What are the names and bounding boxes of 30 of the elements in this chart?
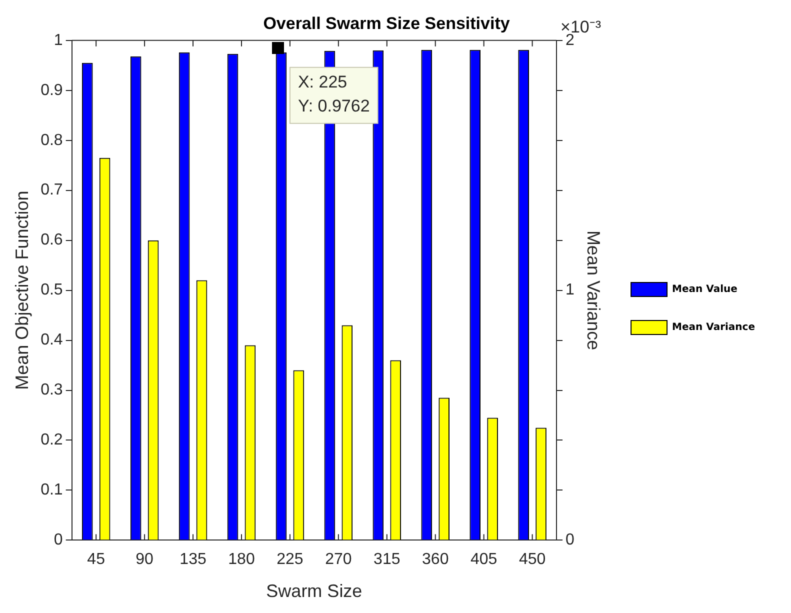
x-tick-label: 405 — [470, 551, 498, 568]
y-tick-label: 0.7 — [40, 182, 63, 199]
y-tick-label: 0.2 — [40, 432, 63, 449]
x-tick-label: 315 — [374, 551, 400, 568]
x-tick-label: 45 — [87, 551, 106, 568]
y-axis-title: Mean Objective Function — [12, 190, 32, 390]
y-tick-label: 1 — [54, 32, 63, 49]
x-tick-label: 135 — [180, 551, 206, 568]
y-tick-label: 0.9 — [40, 82, 63, 99]
x-axis-title: Swarm Size — [266, 581, 362, 602]
x-tick-label: 270 — [325, 551, 352, 568]
x-tick-label: 360 — [422, 551, 449, 568]
y2-tick-label: 0 — [566, 532, 575, 549]
x-tick-label: 225 — [276, 551, 304, 568]
legend-label: Mean Variance — [672, 322, 756, 334]
legend-label: Mean Value — [672, 284, 738, 296]
y-tick-label: 0.1 — [40, 482, 63, 499]
y2-tick-label: 1 — [566, 282, 575, 299]
x-tick-label: 450 — [518, 551, 546, 568]
y2-axis-title: Mean Variance — [583, 230, 604, 350]
y-tick-label: 0.6 — [40, 232, 63, 249]
x-tick-label: 90 — [136, 551, 154, 568]
y-tick-label: 0.4 — [40, 332, 63, 349]
annotation: X: 225 Y: 0.9762 — [298, 72, 370, 116]
y-tick-label: 0.8 — [40, 132, 63, 149]
y-tick-label: 0.5 — [40, 282, 63, 299]
y-tick-label: 0 — [54, 532, 63, 549]
y-tick-label: 0.3 — [40, 382, 63, 399]
x-tick-label: 180 — [228, 551, 255, 568]
chart-title: Overall Swarm Size Sensitivity — [263, 14, 510, 33]
